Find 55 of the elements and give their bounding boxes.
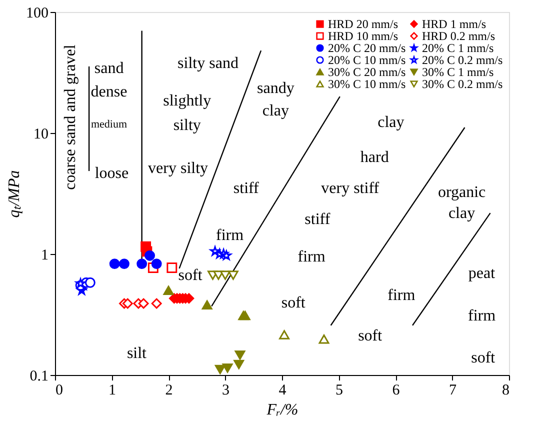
annotation: clay [448, 205, 476, 222]
annotation: soft [281, 294, 306, 312]
x-tick-label: 6 [392, 382, 400, 398]
x-tick-label: 3 [222, 382, 230, 398]
annotation: firm [298, 248, 326, 266]
y-axis-title: qₜ/MPa [6, 170, 23, 218]
y-tick-label: 100 [26, 6, 48, 22]
legend-label: 20% C 10 mm/s [328, 53, 406, 67]
annotation: coarse sand and gravel [62, 44, 79, 190]
annotation: dense [90, 83, 128, 100]
annotation: firm [388, 286, 416, 304]
legend-label: 20% C 1 mm/s [422, 41, 494, 55]
x-tick-label: 7 [449, 382, 457, 398]
annotation: soft [471, 350, 496, 367]
x-tick-label: 5 [336, 382, 343, 398]
annotation: soft [358, 327, 383, 344]
annotation: clay [262, 102, 289, 120]
annotation: silt [126, 345, 148, 362]
annotation: very silty [148, 160, 208, 178]
annotation: medium [90, 118, 128, 131]
annotation: stiff [304, 210, 331, 228]
annotation: clay [378, 114, 404, 131]
annotation: firm [216, 227, 244, 244]
legend-label: HRD 1 mm/s [422, 17, 486, 31]
legend-label: HRD 20 mm/s [328, 17, 398, 31]
legend-label: 30% C 20 mm/s [328, 65, 406, 79]
legend-label: 30% C 1 mm/s [422, 65, 494, 79]
y-tick-label: 10 [34, 126, 48, 142]
x-tick-label: 8 [502, 382, 510, 398]
annotation: peat [468, 264, 496, 282]
legend-label: 20% C 20 mm/s [328, 41, 406, 55]
x-tick-label: 1 [108, 382, 116, 398]
annotation: sand [94, 60, 124, 77]
legend-label: 30% C 10 mm/s [328, 77, 406, 91]
annotation: loose [94, 165, 129, 182]
annotation: silty sand [178, 55, 238, 72]
y-tick-label: 0.1 [30, 368, 48, 384]
x-tick-label: 4 [278, 382, 287, 398]
annotation: soft [178, 266, 203, 284]
x-tick-label: 2 [165, 382, 173, 398]
legend-label: 30% C 0.2 mm/s [422, 77, 503, 91]
annotation: organic [438, 184, 486, 202]
annotation: firm [468, 307, 496, 324]
annotation: slightly [163, 92, 212, 110]
legend-label: HRD 10 mm/s [328, 29, 398, 43]
annotation: stiff [233, 180, 260, 198]
x-tick-label: 0 [56, 382, 63, 398]
y-tick-label: 1 [41, 248, 48, 264]
x-axis-title: Fᵣ/% [266, 402, 298, 418]
annotation: very stiff [321, 180, 380, 198]
legend-label: 20% C 0.2 mm/s [422, 53, 503, 67]
annotation: hard [360, 149, 389, 166]
legend-label: HRD 0.2 mm/s [422, 29, 496, 43]
annotation: silty [173, 116, 201, 134]
annotation: sandy [256, 80, 294, 97]
